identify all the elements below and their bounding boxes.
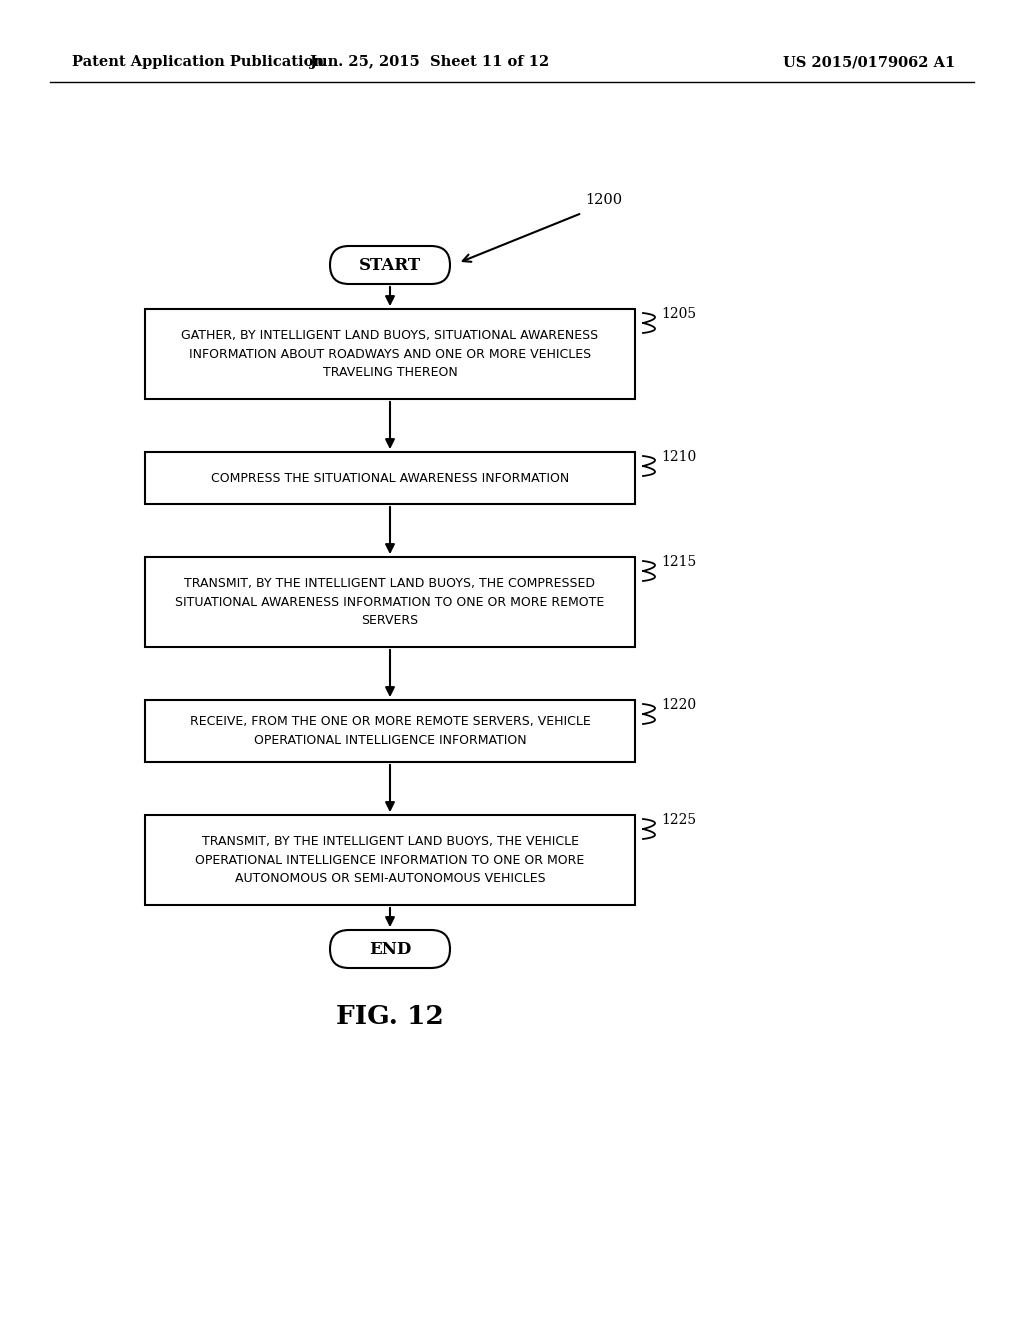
Text: Patent Application Publication: Patent Application Publication (72, 55, 324, 69)
Text: TRANSMIT, BY THE INTELLIGENT LAND BUOYS, THE COMPRESSED
SITUATIONAL AWARENESS IN: TRANSMIT, BY THE INTELLIGENT LAND BUOYS,… (175, 578, 604, 627)
Text: Jun. 25, 2015  Sheet 11 of 12: Jun. 25, 2015 Sheet 11 of 12 (310, 55, 550, 69)
FancyBboxPatch shape (330, 246, 450, 284)
Text: 1220: 1220 (662, 698, 696, 711)
Text: RECEIVE, FROM THE ONE OR MORE REMOTE SERVERS, VEHICLE
OPERATIONAL INTELLIGENCE I: RECEIVE, FROM THE ONE OR MORE REMOTE SER… (189, 715, 591, 747)
Text: COMPRESS THE SITUATIONAL AWARENESS INFORMATION: COMPRESS THE SITUATIONAL AWARENESS INFOR… (211, 471, 569, 484)
FancyBboxPatch shape (330, 931, 450, 968)
Bar (145, 557, 635, 647)
Text: TRANSMIT, BY THE INTELLIGENT LAND BUOYS, THE VEHICLE
OPERATIONAL INTELLIGENCE IN: TRANSMIT, BY THE INTELLIGENT LAND BUOYS,… (196, 836, 585, 884)
Text: US 2015/0179062 A1: US 2015/0179062 A1 (782, 55, 955, 69)
Text: 1215: 1215 (662, 554, 696, 569)
Text: 1205: 1205 (662, 308, 696, 321)
Bar (145, 451, 635, 504)
Text: 1200: 1200 (585, 193, 623, 207)
Bar (145, 309, 635, 399)
Text: 1210: 1210 (662, 450, 696, 465)
Text: 1225: 1225 (662, 813, 696, 828)
Bar (145, 814, 635, 906)
Text: END: END (369, 940, 412, 957)
Text: GATHER, BY INTELLIGENT LAND BUOYS, SITUATIONAL AWARENESS
INFORMATION ABOUT ROADW: GATHER, BY INTELLIGENT LAND BUOYS, SITUA… (181, 330, 599, 379)
Text: FIG. 12: FIG. 12 (336, 1005, 443, 1030)
Text: START: START (359, 256, 421, 273)
Bar (145, 700, 635, 762)
